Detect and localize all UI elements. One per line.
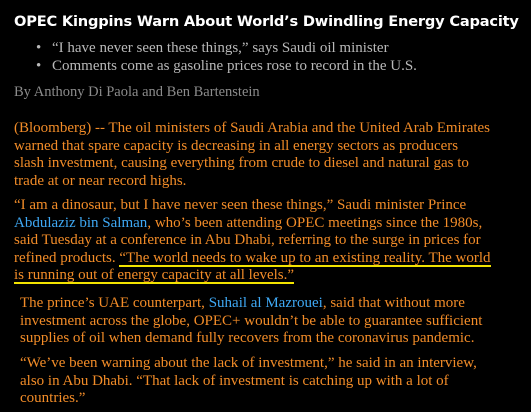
paragraph-line: trade at or near record highs.: [14, 172, 187, 189]
paragraph-line: slash investment, causing everything fro…: [14, 155, 469, 172]
summary-bullet-text: “I have never seen these things,” says S…: [52, 40, 389, 56]
paragraph-line: is running out of energy capacity at all…: [14, 267, 514, 285]
paragraph-text: refined products.: [14, 249, 120, 266]
paragraph-line: supplies of oil when demand fully recove…: [20, 330, 475, 347]
paragraph-line: countries.”: [20, 390, 86, 407]
article-paragraph-3: The prince’s UAE counterpart, Suhail al …: [20, 295, 515, 348]
paragraph-text: The prince’s UAE counterpart,: [20, 295, 209, 311]
paragraph-line: also in Abu Dhabi. “That lack of investm…: [20, 372, 449, 389]
highlighted-quote: “The world needs to wake up to an existi…: [119, 249, 491, 266]
highlighted-quote: is running out of energy capacity at all…: [14, 267, 295, 284]
paragraph-line: warned that spare capacity is decreasing…: [14, 137, 459, 154]
paragraph-line: investment across the globe, OPEC+ would…: [20, 312, 483, 329]
paragraph-line: The prince’s UAE counterpart, Suhail al …: [20, 295, 515, 313]
paragraph-line: “I am a dinosaur, but I have never seen …: [14, 197, 467, 213]
paragraph-text: , said that without more: [322, 295, 465, 311]
paragraph-line: refined products. “The world needs to wa…: [14, 250, 514, 268]
paragraph-text: , who’s been attending OPEC meetings sin…: [147, 214, 483, 231]
article-byline: By Anthony Di Paola and Ben Bartenstein: [14, 84, 260, 100]
article-paragraph-4: “We’ve been warning about the lack of in…: [20, 355, 515, 408]
summary-bullet: • “I have never seen these things,” says …: [36, 39, 417, 57]
bullet-dot-icon: •: [36, 40, 42, 56]
bullet-dot-icon: •: [36, 58, 42, 74]
article-paragraph-1: (Bloomberg) -- The oil ministers of Saud…: [14, 120, 514, 190]
paragraph-line: (Bloomberg) -- The oil ministers of Saud…: [14, 120, 491, 136]
summary-bullet: • Comments come as gasoline prices rose t…: [36, 57, 417, 75]
person-link-abdulaziz-bin-salman[interactable]: Abdulaziz bin Salman: [14, 214, 148, 231]
paragraph-line: “We’ve been warning about the lack of in…: [20, 355, 477, 371]
article-headline: OPEC Kingpins Warn About World’s Dwindli…: [14, 13, 519, 30]
person-link-suhail-al-mazrouei[interactable]: Suhail al Mazrouei: [208, 295, 323, 311]
summary-bullets: • “I have never seen these things,” says …: [36, 39, 417, 75]
summary-bullet-text: Comments come as gasoline prices rose to…: [52, 58, 417, 74]
article-paragraph-2: “I am a dinosaur, but I have never seen …: [14, 197, 514, 285]
paragraph-line: said Tuesday at a conference in Abu Dhab…: [14, 232, 481, 249]
paragraph-line: Abdulaziz bin Salman, who’s been attendi…: [14, 215, 514, 233]
